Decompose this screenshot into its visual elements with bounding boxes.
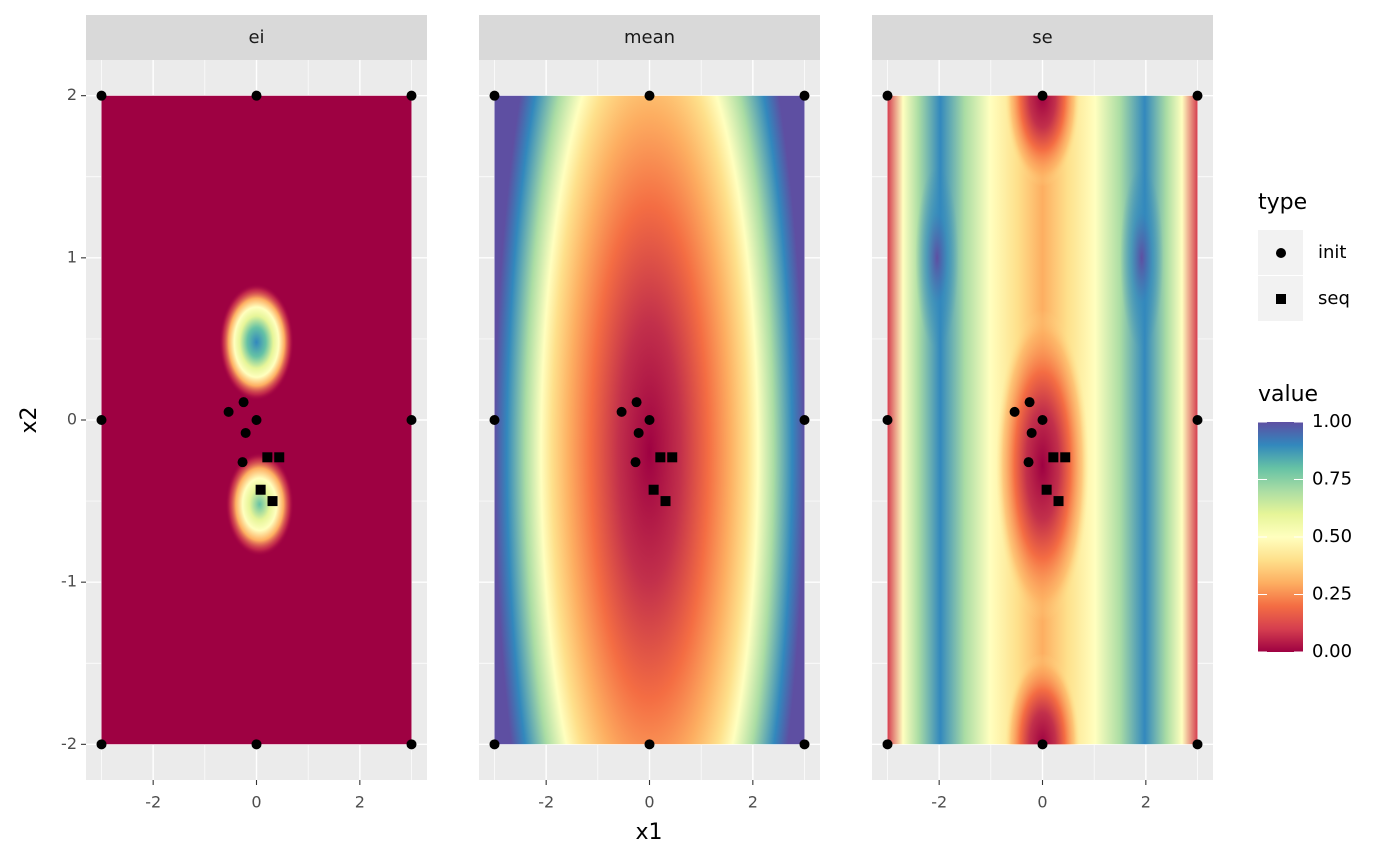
point — [882, 739, 893, 750]
point — [644, 739, 655, 750]
x-axis-title: x1 — [635, 820, 662, 845]
y-tick-label: -2 — [61, 734, 77, 753]
point — [251, 90, 262, 101]
point — [799, 739, 810, 750]
point — [882, 415, 893, 425]
x-tick-label: 0 — [251, 793, 261, 812]
facet-panel: se -2 0 2 — [872, 15, 1213, 812]
point — [251, 415, 262, 425]
point — [616, 406, 627, 417]
point — [1023, 457, 1034, 468]
strip-label: mean — [624, 27, 675, 48]
point — [406, 90, 417, 101]
point — [631, 397, 642, 408]
point — [406, 739, 417, 750]
point — [667, 452, 678, 463]
x-tick-label: -2 — [145, 793, 161, 812]
facet-panel: mean -2 0 2 — [479, 15, 820, 812]
point — [1192, 739, 1203, 750]
point — [1041, 484, 1052, 495]
x-tick-label: 2 — [748, 793, 758, 812]
point — [799, 415, 810, 425]
y-tick-label: 1 — [67, 247, 77, 266]
legend-symbol — [1276, 294, 1286, 304]
x-tick-label: 0 — [644, 793, 654, 812]
strip-label: ei — [248, 27, 264, 48]
point — [1026, 427, 1037, 438]
strip — [479, 15, 820, 60]
colorbar-label: 0.50 — [1312, 526, 1352, 547]
point — [238, 397, 249, 408]
point — [489, 90, 500, 101]
legend-title: type — [1258, 190, 1307, 215]
y-axis-title: x2 — [17, 406, 42, 433]
point — [1037, 415, 1048, 425]
point — [1009, 406, 1020, 417]
point — [406, 415, 417, 425]
point — [644, 90, 655, 101]
strip — [86, 15, 427, 60]
x-tick-label: -2 — [538, 793, 554, 812]
point — [267, 496, 278, 507]
point — [1192, 415, 1203, 425]
y-tick-label: 0 — [67, 410, 77, 429]
point — [1048, 452, 1059, 463]
point — [1037, 739, 1048, 750]
point — [489, 739, 500, 750]
point — [1192, 90, 1203, 101]
point — [633, 427, 644, 438]
point — [1053, 496, 1064, 507]
point — [630, 457, 641, 468]
point — [251, 739, 262, 750]
point — [1060, 452, 1071, 463]
point — [489, 415, 500, 425]
point — [237, 457, 248, 468]
legend-label: init — [1318, 242, 1346, 263]
colorbar-label: 0.75 — [1312, 469, 1352, 490]
strip-label: se — [1032, 27, 1052, 48]
point — [1024, 397, 1035, 408]
colorbar-label: 1.00 — [1312, 411, 1352, 432]
x-tick-label: -2 — [931, 793, 947, 812]
x-tick-label: 0 — [1037, 793, 1047, 812]
point — [1037, 90, 1048, 101]
point — [882, 90, 893, 101]
x-tick-label: 2 — [355, 793, 365, 812]
colorbar-label: 0.00 — [1312, 641, 1352, 662]
point — [223, 406, 234, 417]
point — [96, 90, 107, 101]
point — [655, 452, 666, 463]
point — [240, 427, 251, 438]
strip — [872, 15, 1213, 60]
x-tick-label: 2 — [1141, 793, 1151, 812]
point — [799, 90, 810, 101]
point — [648, 484, 659, 495]
y-tick-label: 2 — [67, 85, 77, 104]
point — [660, 496, 671, 507]
point — [96, 739, 107, 750]
y-tick-label: -1 — [61, 572, 77, 591]
colorbar-title: value — [1258, 382, 1318, 407]
legend-symbol — [1276, 248, 1286, 258]
point — [644, 415, 655, 425]
facet-panel: ei -2 0 2 -2 -1 0 1 2 — [61, 15, 427, 812]
colorbar-label: 0.25 — [1312, 584, 1352, 605]
point — [262, 452, 273, 463]
point — [274, 452, 285, 463]
point — [96, 415, 107, 425]
legend-label: seq — [1318, 288, 1350, 309]
point — [255, 484, 266, 495]
